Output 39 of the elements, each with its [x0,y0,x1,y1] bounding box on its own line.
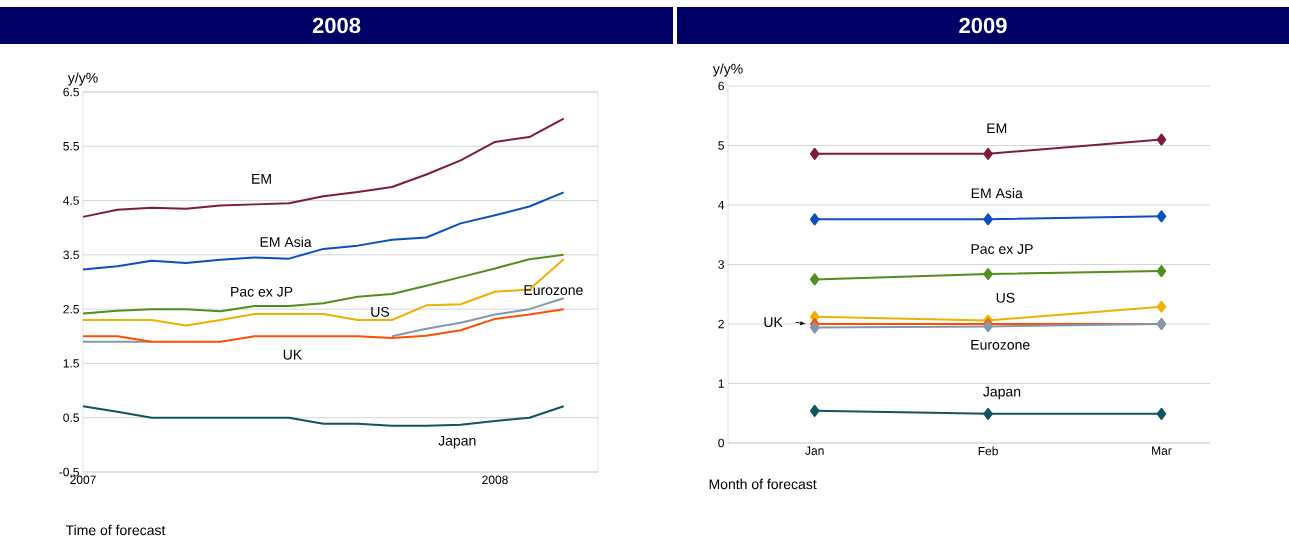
y-tick-label: 4.5 [63,196,79,205]
y-tick-label: 5 [718,141,724,150]
y-tick-label: 3.5 [63,250,79,260]
y-tick-label: 2.5 [63,304,79,314]
y-tick-label: -0.5 [59,467,79,477]
y-tick-label: 6.5 [63,87,79,97]
series-label: US [996,292,1015,303]
text: UK [764,317,783,328]
series-label: Pac ex JP [231,286,293,297]
series-label: Eurozone [524,285,583,296]
y-tick-label: 1.5 [63,359,79,368]
y-tick-label: 0.5 [63,413,79,422]
series-label: Japan [983,386,1021,400]
chart-title: 2009 [959,17,1007,34]
series-label: US [371,306,390,317]
y-tick-label: 5.5 [63,142,79,151]
series-label: Pac ex JP [971,244,1033,254]
x-tick-label: Mar [1152,446,1172,455]
series-label: EM Asia [260,236,312,247]
series-label: EM Asia [971,187,1023,199]
chart-title: 2008 [312,17,361,34]
y-tick-label: 4 [718,200,725,210]
y-tick-label: 1 [718,379,724,388]
series-label: UK [283,349,303,360]
series-label: EM [252,174,271,184]
series-label: Japan [438,435,476,449]
x-tick-label: 2007 [70,475,96,485]
series-label: Eurozone [971,339,1030,350]
x-tick-label: Jan [805,446,824,455]
y-tick-label: 3 [718,260,724,269]
x-axis-title: Month of forecast [709,478,817,490]
series-label: EM [987,123,1007,134]
y-axis-title: y/y% [712,63,743,77]
y-tick-label: 6 [718,81,724,91]
x-tick-label: Feb [978,446,998,456]
y-axis-title: y/y% [67,72,98,86]
y-tick-label: 2 [718,319,724,329]
y-tick-label: 0 [718,438,725,448]
x-axis-title: Time of forecast [65,524,166,536]
